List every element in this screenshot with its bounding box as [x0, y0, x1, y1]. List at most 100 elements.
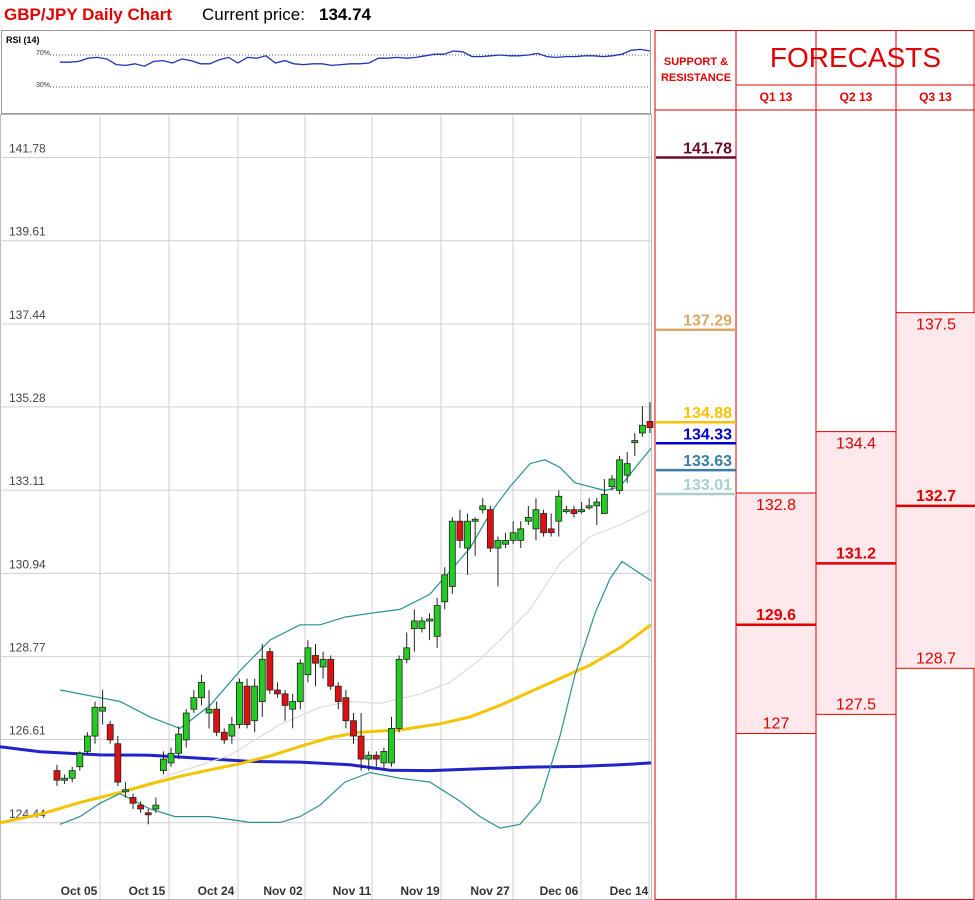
candle-body: [638, 424, 646, 434]
candle-body: [532, 509, 540, 530]
candle: [441, 567, 449, 610]
y-tick-label: 133.11: [9, 474, 45, 488]
candle: [274, 682, 281, 698]
candle-body: [236, 681, 243, 725]
candle: [144, 808, 152, 825]
candle: [623, 452, 631, 483]
candle: [509, 521, 517, 545]
candle-body: [319, 658, 327, 668]
y-tick-label: 139.61: [9, 225, 46, 239]
forecast-range-box: [895, 312, 975, 669]
candle: [578, 502, 585, 514]
x-tick-label: Oct 15: [129, 884, 166, 898]
candle: [426, 613, 433, 641]
current-price-label: Current price:: [202, 5, 305, 24]
candle-body: [213, 708, 221, 733]
rsi-level-70: 70%: [36, 50, 51, 57]
candle: [243, 678, 251, 729]
candle: [631, 432, 639, 456]
candle: [266, 647, 274, 694]
candle-body: [258, 658, 266, 702]
candle: [479, 498, 487, 514]
candle: [365, 751, 373, 771]
candle-body: [585, 505, 593, 509]
candle-body: [106, 724, 114, 741]
candle-body: [312, 655, 319, 664]
quarter-header-q1: Q1 13: [759, 90, 793, 104]
candle-body: [464, 520, 471, 549]
support-resistance-header: SUPPORT & RESISTANCE: [660, 56, 732, 84]
candle-body: [152, 804, 160, 810]
candle-body: [350, 720, 357, 737]
candle: [198, 674, 205, 706]
candle: [357, 713, 365, 771]
candle-body: [555, 495, 563, 522]
candle-body: [357, 735, 365, 760]
forecasts-title: FORECASTS: [769, 42, 942, 73]
candle: [84, 732, 91, 756]
candle-body: [228, 724, 236, 737]
forecast-range-box: [735, 492, 817, 735]
candle: [327, 655, 335, 691]
indicator-line: [0, 623, 652, 825]
price-chart: 141.78 139.61 137.44 135.28 133.11 130.94 128.…: [0, 114, 654, 900]
candle: [388, 716, 395, 767]
candle: [251, 678, 259, 733]
sr-level-value: 133.01: [683, 477, 732, 494]
candle: [433, 597, 441, 648]
candle: [600, 478, 608, 514]
candle: [380, 747, 388, 771]
candle-body: [84, 735, 91, 752]
candle-body: [395, 658, 403, 729]
forecast-panel: SUPPORT & RESISTANCE FORECASTS Q1 13 Q2 …: [654, 30, 975, 900]
candle-body: [91, 706, 99, 737]
candle-body: [53, 770, 61, 781]
candle-body: [418, 620, 426, 630]
candle-body: [274, 689, 281, 695]
candle: [418, 617, 426, 633]
candle: [540, 509, 547, 537]
candle: [91, 701, 99, 744]
candle-body: [251, 685, 259, 722]
candle: [570, 505, 578, 518]
candle-body: [182, 712, 190, 741]
candle-body: [198, 681, 205, 699]
candle: [160, 751, 167, 775]
x-tick-label: Nov 02: [263, 884, 303, 898]
rsi-title: RSI (14): [6, 35, 40, 45]
candle-body: [144, 812, 152, 816]
candle-body: [99, 706, 107, 712]
candle: [616, 455, 623, 495]
candle: [350, 713, 357, 744]
candle-body: [304, 647, 312, 676]
quarter-header-q2: Q2 13: [839, 90, 873, 104]
candle-body: [631, 440, 639, 444]
sr-level-value: 133.63: [683, 453, 732, 470]
candle-body: [509, 532, 517, 541]
candle-body: [540, 513, 547, 534]
candle: [456, 509, 464, 549]
candle: [585, 498, 593, 510]
candle: [53, 764, 61, 786]
candle: [638, 406, 646, 437]
candle: [122, 782, 129, 798]
candle-body: [334, 685, 342, 702]
candle-body: [266, 651, 274, 691]
candle: [296, 659, 304, 710]
candle-body: [578, 509, 585, 513]
candle-body: [296, 662, 304, 702]
candle-body: [68, 770, 76, 779]
forecast-grid: 132.8 129.6 127 134.4 131.2 127.5 137.5 132.7 12…: [654, 30, 975, 900]
sr-level-value: 134.33: [683, 426, 732, 443]
chart-border: [0, 114, 652, 900]
x-tick-label: Nov 19: [400, 884, 440, 898]
rsi-line: [60, 48, 651, 67]
candle: [129, 793, 137, 809]
candle: [342, 690, 350, 729]
y-tick-label: 126.61: [9, 724, 46, 738]
rsi-plot: [50, 48, 651, 88]
candle: [236, 678, 243, 729]
indicator-line: [159, 509, 652, 779]
candle-body: [600, 493, 608, 514]
candle: [464, 513, 471, 575]
